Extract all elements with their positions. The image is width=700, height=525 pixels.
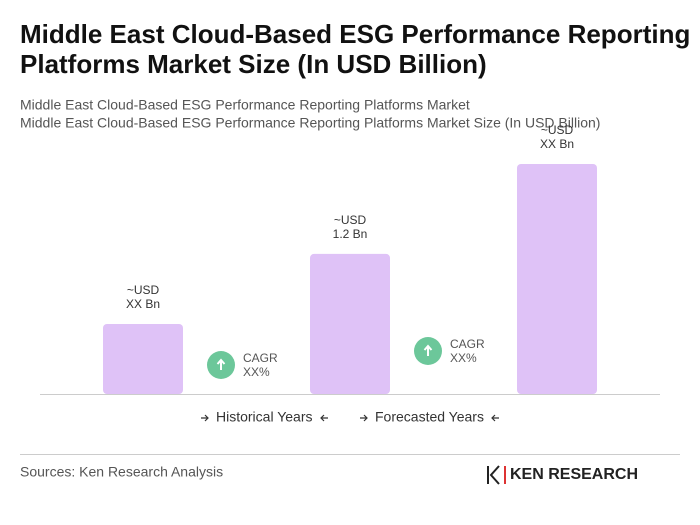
- chart-title: Middle East Cloud-Based ESG Performance …: [20, 19, 690, 79]
- bar: [310, 253, 390, 394]
- value-label: XX Bn: [126, 297, 160, 311]
- cagr-arrow: [423, 344, 433, 356]
- logo-icon: [487, 465, 506, 485]
- cagr-value: XX%: [243, 365, 270, 379]
- bar: [103, 323, 183, 394]
- value-label: 1.2 Bn: [333, 227, 368, 241]
- cagr-value: XX%: [450, 351, 477, 365]
- source: Sources: Ken Research Analysis: [20, 464, 223, 480]
- legend-entry: Forecasted Years: [375, 409, 484, 425]
- cagr-label: CAGR: [243, 351, 278, 365]
- logo: KEN RESEARCH: [510, 466, 638, 483]
- legend-arrows: [201, 414, 499, 422]
- subtitle: Middle East Cloud-Based ESG Performance …: [20, 97, 470, 113]
- cagr-arrow: [216, 358, 226, 370]
- bar: [517, 164, 597, 394]
- value-label: XX Bn: [540, 137, 574, 151]
- cagr-label: CAGR: [450, 337, 485, 351]
- value-label: ~USD: [334, 213, 367, 227]
- legend-entry: Historical Years: [216, 409, 313, 425]
- value-label: ~USD: [127, 283, 160, 297]
- subtitle: Middle East Cloud-Based ESG Performance …: [20, 115, 600, 131]
- value-label: ~USD: [541, 123, 574, 137]
